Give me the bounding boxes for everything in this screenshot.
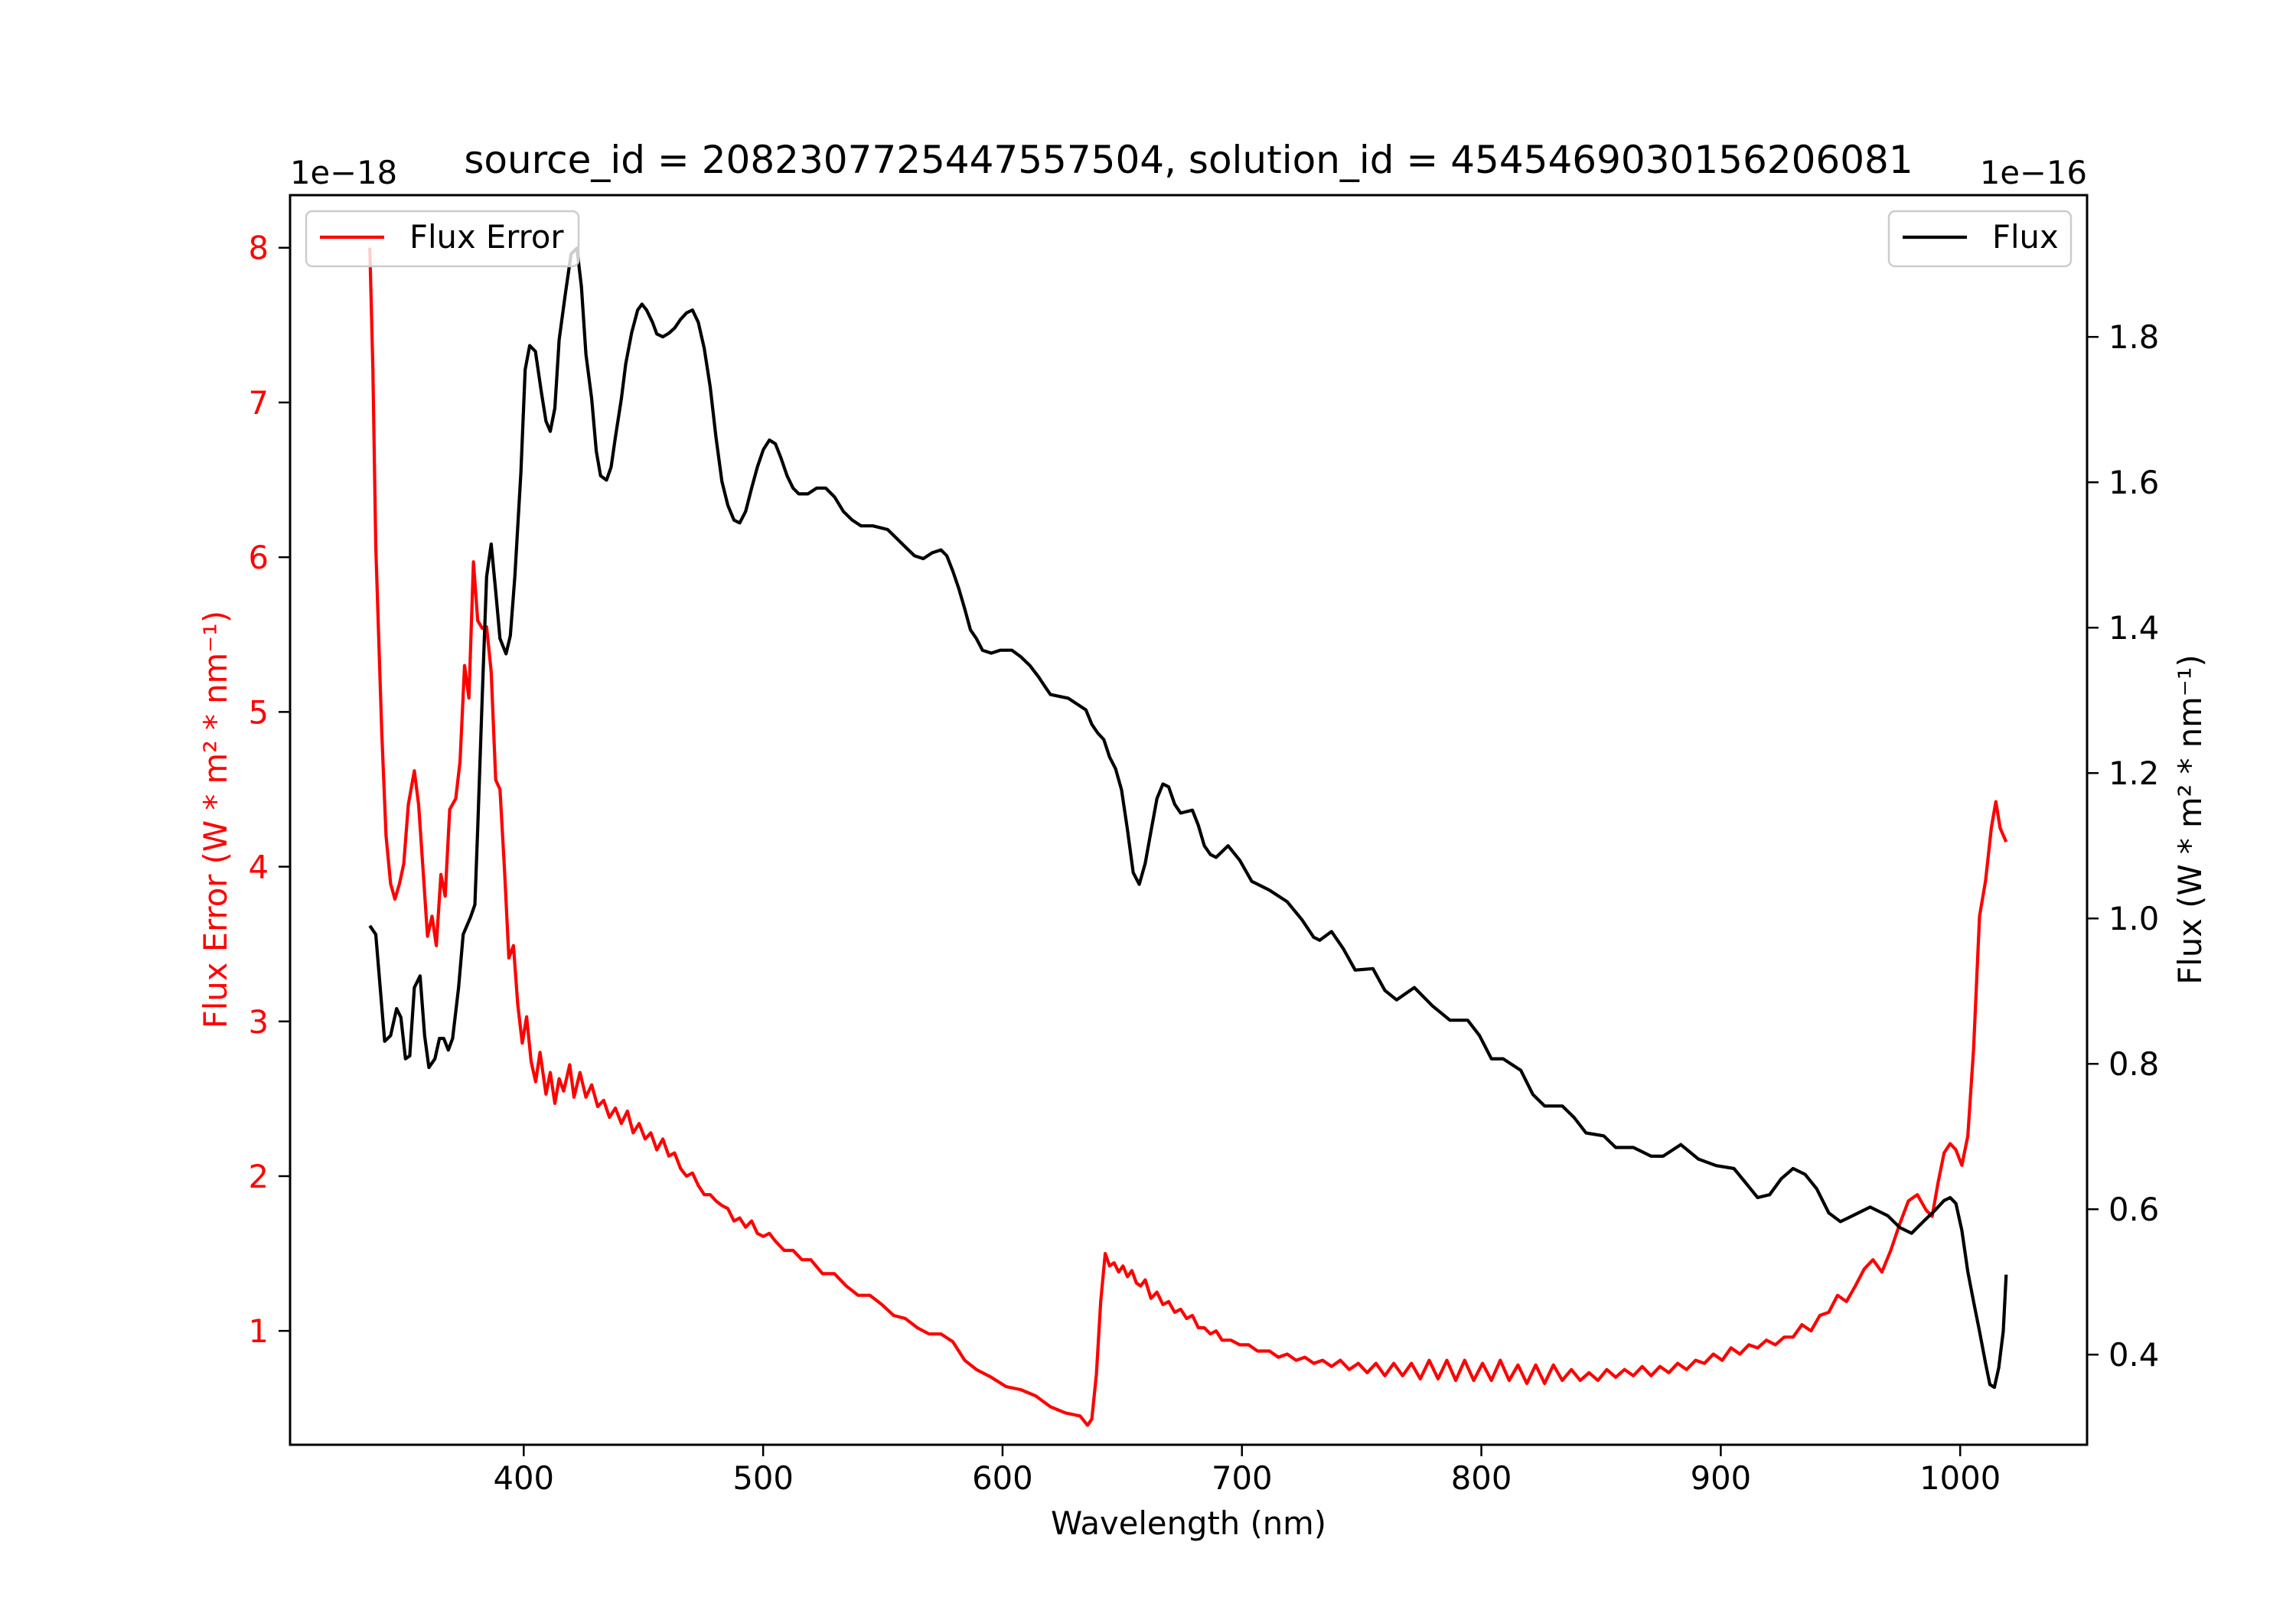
x-tick-label: 500 (732, 1459, 794, 1497)
x-tick-label: 600 (972, 1459, 1033, 1497)
x-tick-label: 1000 (1919, 1459, 2001, 1497)
right-y-tick-label: 0.8 (2108, 1045, 2159, 1083)
left-y-tick-label: 5 (248, 693, 269, 731)
series-line-flux-error (368, 247, 2008, 1427)
legend-flux-error: Flux Error (305, 210, 580, 268)
chart-title: source_id = 2082307725447557504, solutio… (464, 138, 1913, 182)
x-tick-label: 800 (1451, 1459, 1512, 1497)
legend-label-flux-error: Flux Error (409, 218, 564, 256)
left-y-tick-label: 6 (248, 539, 269, 576)
legend-flux: Flux (1887, 210, 2073, 268)
x-tick-label: 400 (494, 1459, 555, 1497)
right-y-tick-label: 1.0 (2108, 900, 2159, 937)
left-y-tick-label: 7 (248, 384, 269, 422)
right-y-tick-label: 1.4 (2108, 609, 2159, 647)
left-y-tick-label: 3 (248, 1003, 269, 1041)
right-y-tick-label: 0.4 (2108, 1336, 2159, 1374)
right-y-tick-label: 1.8 (2108, 318, 2159, 356)
axes-frame (289, 194, 2089, 1446)
left-y-tick-label: 4 (248, 849, 269, 886)
left-y-tick-label: 2 (248, 1158, 269, 1195)
legend-box (305, 210, 580, 268)
right-y-tick-label: 0.6 (2108, 1191, 2159, 1228)
right-offset-label: 1e−16 (1980, 154, 2087, 191)
x-axis-label: Wavelength (nm) (1051, 1504, 1326, 1542)
right-y-tick-label: 1.6 (2108, 464, 2159, 501)
right-y-axis-label: Flux (W * m² * nm⁻¹) (2171, 654, 2209, 984)
ticks: 400 500 600 700 800 900 1000 1 2 3 4 5 6 7 8 0.4 0.6 0.8 1… (248, 230, 2159, 1497)
left-y-tick-label: 8 (248, 230, 269, 267)
legend-label-flux: Flux (1992, 218, 2059, 256)
left-offset-label: 1e−18 (290, 154, 397, 191)
right-y-tick-label: 1.2 (2108, 755, 2159, 792)
left-y-tick-label: 1 (248, 1312, 269, 1350)
legend-box (1887, 210, 2073, 268)
x-tick-label: 700 (1212, 1459, 1273, 1497)
plot-lines (368, 246, 2008, 1427)
x-tick-label: 900 (1691, 1459, 1752, 1497)
left-y-axis-label: Flux Error (W * m² * nm⁻¹) (197, 611, 234, 1028)
series-line-flux (368, 246, 2008, 1390)
